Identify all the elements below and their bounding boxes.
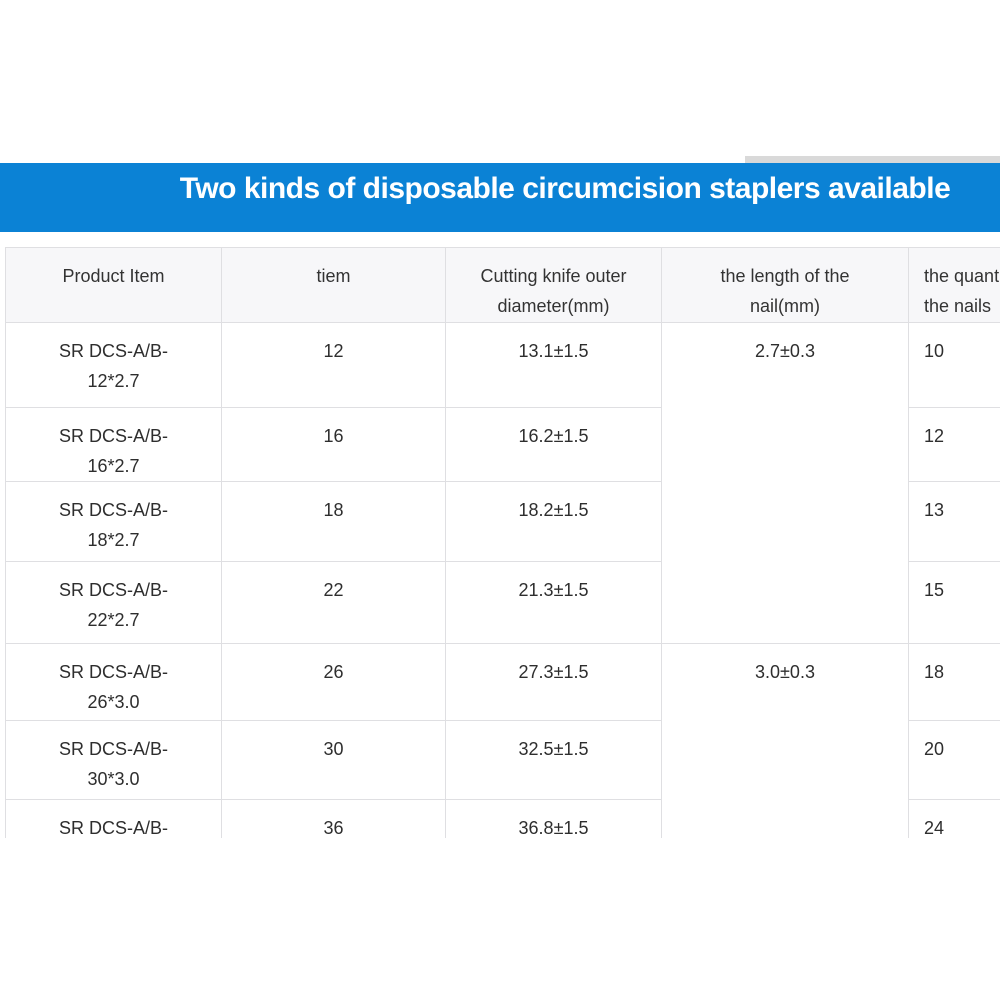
item-size-cell: 12	[221, 322, 446, 408]
top-right-strip	[745, 156, 1000, 166]
product-item-cell: SR DCS-A/B- 36*3.0	[5, 799, 222, 838]
item-size-cell: 16	[221, 407, 446, 482]
header-line: nail(mm)	[750, 296, 820, 316]
cell-line: SR DCS-A/B-	[58, 580, 168, 600]
product-item-cell: SR DCS-A/B- 26*3.0	[5, 643, 222, 721]
product-item-cell: SR DCS-A/B- 16*2.7	[5, 407, 222, 482]
table-row: SR DCS-A/B- 22*2.7 22 21.3±1.5 15	[5, 561, 1000, 644]
header-line: Product Item	[62, 266, 165, 286]
cell-line: SR DCS-A/B-	[58, 341, 168, 361]
knife-diameter-cell: 13.1±1.5	[445, 322, 662, 408]
cell-line: SR DCS-A/B-	[58, 426, 168, 446]
nail-length-cell: 3.0±0.3	[661, 643, 909, 838]
item-size-cell: 30	[221, 720, 446, 800]
knife-diameter-cell: 16.2±1.5	[445, 407, 662, 482]
cell-line: 26*3.0	[87, 692, 140, 712]
header-tiem: tiem	[221, 247, 446, 323]
header-knife-diameter: Cutting knife outer diameter(mm)	[445, 247, 662, 323]
spec-table: Product Item tiem Cutting knife outer di…	[5, 247, 1000, 838]
product-item-cell: SR DCS-A/B- 22*2.7	[5, 561, 222, 644]
cell-line: SR DCS-A/B-	[58, 662, 168, 682]
table-row: SR DCS-A/B- 18*2.7 18 18.2±1.5 13	[5, 481, 1000, 562]
nail-quantity-cell: 12	[908, 407, 1000, 482]
table-row: SR DCS-A/B- 36*3.0 36 36.8±1.5 24	[5, 799, 1000, 838]
item-size-cell: 26	[221, 643, 446, 721]
nail-quantity-cell: 13	[908, 481, 1000, 562]
header-line: the nails	[924, 296, 992, 316]
header-line: diameter(mm)	[497, 296, 610, 316]
cell-line: 22*2.7	[87, 610, 140, 630]
knife-diameter-cell: 32.5±1.5	[445, 720, 662, 800]
table-row: SR DCS-A/B- 16*2.7 16 16.2±1.5 12	[5, 407, 1000, 482]
cell-line: SR DCS-A/B-	[58, 818, 168, 838]
product-item-cell: SR DCS-A/B- 12*2.7	[5, 322, 222, 408]
header-line: the length of the	[720, 266, 850, 286]
banner: Two kinds of disposable circumcision sta…	[0, 163, 1000, 232]
header-line: the quantity of	[924, 266, 1000, 286]
knife-diameter-cell: 21.3±1.5	[445, 561, 662, 644]
nail-quantity-cell: 24	[908, 799, 1000, 838]
spec-table-container: Product Item tiem Cutting knife outer di…	[5, 247, 1000, 838]
header-nail-length: the length of the nail(mm)	[661, 247, 909, 323]
item-size-cell: 22	[221, 561, 446, 644]
nail-quantity-cell: 18	[908, 643, 1000, 721]
cell-line: SR DCS-A/B-	[58, 500, 168, 520]
table-row: SR DCS-A/B- 26*3.0 26 27.3±1.5 3.0±0.3 1…	[5, 643, 1000, 838]
nail-quantity-cell: 10	[908, 322, 1000, 408]
header-line: Cutting knife outer	[480, 266, 627, 286]
cell-line: 30*3.0	[87, 769, 140, 789]
nail-quantity-cell: 15	[908, 561, 1000, 644]
item-size-cell: 36	[221, 799, 446, 838]
product-item-cell: SR DCS-A/B- 30*3.0	[5, 720, 222, 800]
cell-line: 18*2.7	[87, 530, 140, 550]
knife-diameter-cell: 36.8±1.5	[445, 799, 662, 838]
header-product-item: Product Item	[5, 247, 222, 323]
table-row: SR DCS-A/B- 30*3.0 30 32.5±1.5 20	[5, 720, 1000, 800]
cell-line: 16*2.7	[87, 456, 140, 476]
knife-diameter-cell: 18.2±1.5	[445, 481, 662, 562]
cell-line: 12*2.7	[87, 371, 140, 391]
item-size-cell: 18	[221, 481, 446, 562]
header-nail-quantity: the quantity of the nails	[908, 247, 1000, 323]
knife-diameter-cell: 27.3±1.5	[445, 643, 662, 721]
product-item-cell: SR DCS-A/B- 18*2.7	[5, 481, 222, 562]
header-line: tiem	[316, 266, 351, 286]
nail-length-cell: 2.7±0.3	[661, 322, 909, 644]
header-row: Product Item tiem Cutting knife outer di…	[5, 247, 1000, 323]
banner-title: Two kinds of disposable circumcision sta…	[179, 172, 951, 205]
cell-line: SR DCS-A/B-	[58, 739, 168, 759]
nail-quantity-cell: 20	[908, 720, 1000, 800]
table-row: SR DCS-A/B- 12*2.7 12 13.1±1.5 2.7±0.3 1…	[5, 322, 1000, 644]
